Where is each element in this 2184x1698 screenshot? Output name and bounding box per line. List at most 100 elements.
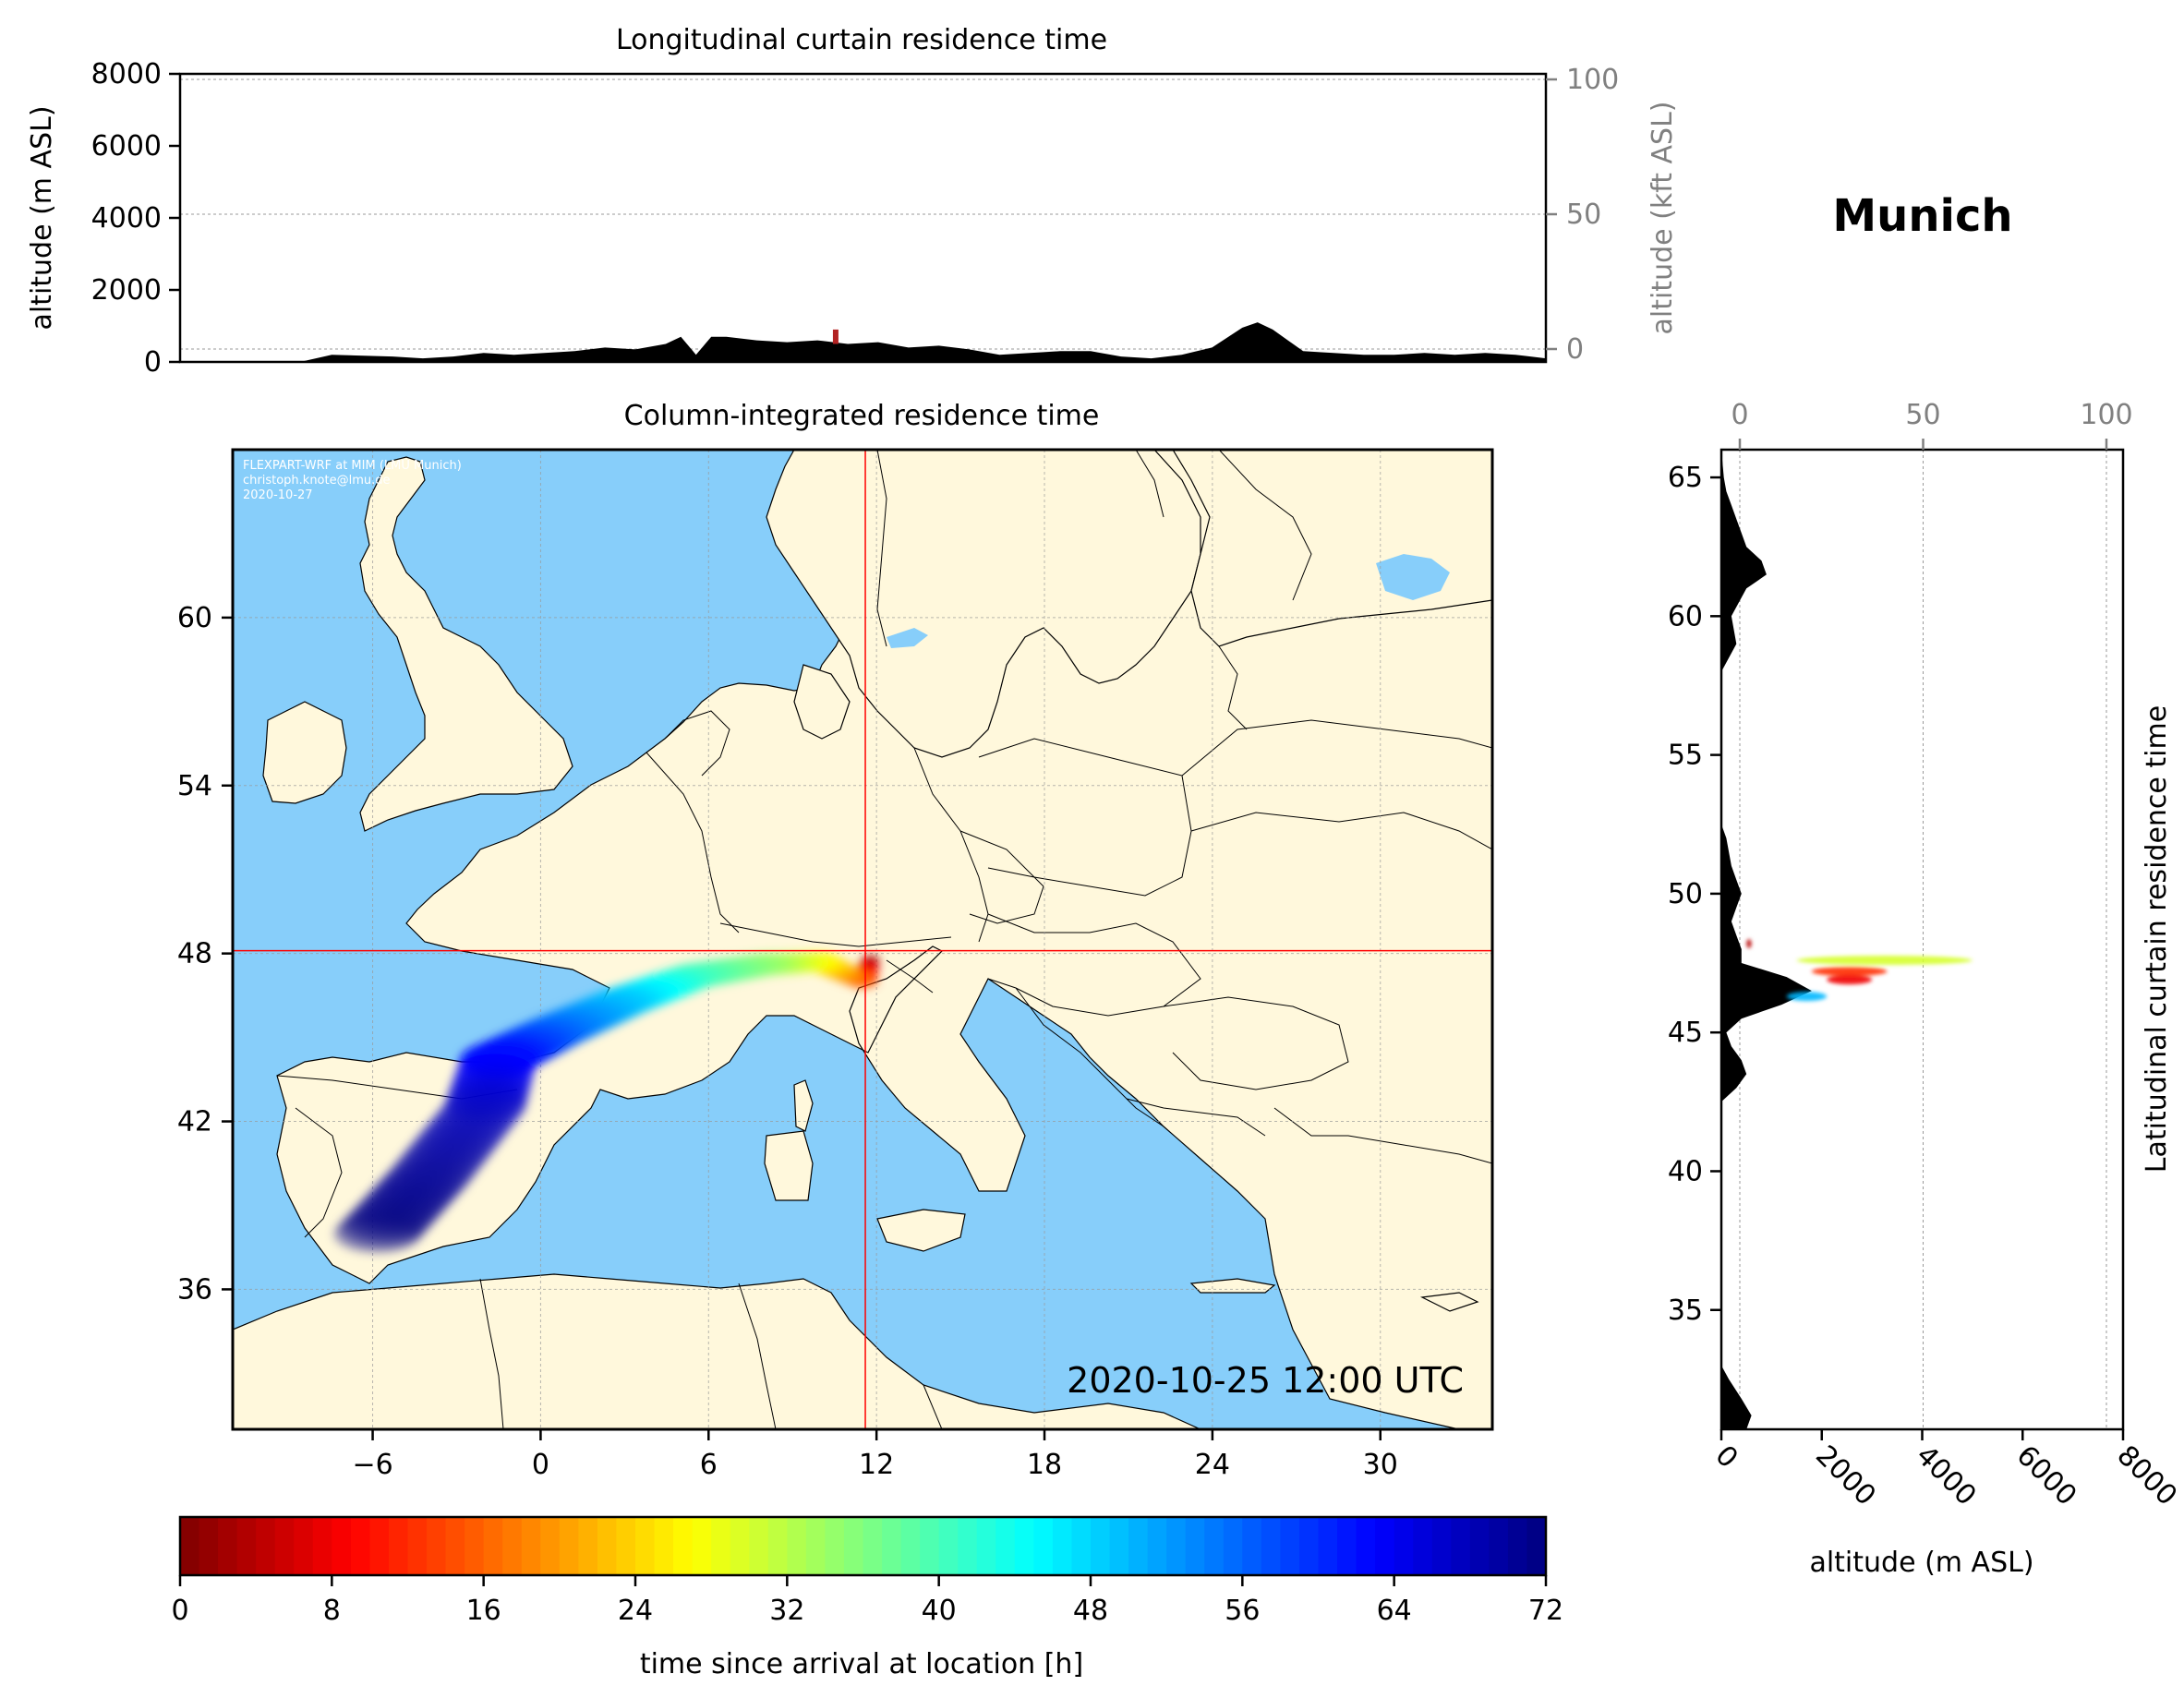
map-credit-line-1: FLEXPART-WRF at MIM (LMU Munich) bbox=[243, 459, 462, 473]
latitudinal-plumes bbox=[1746, 939, 1973, 1002]
latitudinal-frame bbox=[1719, 448, 2125, 1431]
colorbar-band bbox=[900, 1517, 921, 1575]
latitudinal-x-tick-label: 8000 bbox=[2110, 1439, 2183, 1512]
land-sicily bbox=[876, 1209, 966, 1252]
latitudinal-y-tick-label: 60 bbox=[1668, 600, 1703, 632]
latitudinal-plume bbox=[1786, 992, 1828, 1002]
colorbar-band bbox=[388, 1517, 409, 1575]
land-scandinavia bbox=[766, 450, 1201, 758]
latitudinal-x-tick-label: 6000 bbox=[2010, 1439, 2083, 1512]
colorbar-band bbox=[730, 1517, 750, 1575]
colorbar-band bbox=[673, 1517, 694, 1575]
colorbar-band bbox=[825, 1517, 845, 1575]
colorbar-ticks: 0 8 16 24 32 40 48 56 64 72 bbox=[171, 1575, 1563, 1627]
border-ukraine bbox=[1190, 812, 1492, 850]
colorbar-band bbox=[236, 1517, 257, 1575]
colorbar-band bbox=[427, 1517, 447, 1575]
colorbar: 0 8 16 24 32 40 48 56 64 72 time since arrival at… bbox=[171, 1515, 1563, 1680]
longitudinal-y-right-tick-label: 0 bbox=[1566, 333, 1584, 366]
receptor-crosshair bbox=[233, 450, 1492, 1429]
lake-vanern bbox=[887, 628, 928, 648]
lakes bbox=[887, 554, 1450, 648]
border-austria-hungary bbox=[987, 913, 1201, 1017]
colorbar-band bbox=[635, 1517, 656, 1575]
location-title: Munich bbox=[1832, 190, 2012, 242]
land-uk bbox=[359, 456, 573, 832]
colorbar-band bbox=[1431, 1517, 1452, 1575]
land-cyprus bbox=[1419, 1292, 1479, 1312]
border-italy-slovenia bbox=[886, 959, 934, 994]
colorbar-band bbox=[1318, 1517, 1338, 1575]
latitudinal-x-tick-label: 0 bbox=[1708, 1439, 1744, 1475]
border-spain-portugal bbox=[295, 1107, 343, 1238]
colorbar-band bbox=[369, 1517, 390, 1575]
longitudinal-y-tick-label: 0 bbox=[144, 346, 162, 379]
latitudinal-y-ticks: 35 40 45 50 55 60 65 bbox=[1668, 462, 1721, 1327]
longitudinal-y-ticks: 0 2000 4000 6000 8000 bbox=[91, 58, 180, 379]
colorbar-band bbox=[1337, 1517, 1357, 1575]
colorbar-band bbox=[407, 1517, 428, 1575]
latitudinal-plume bbox=[1827, 975, 1873, 985]
longitudinal-panel: Longitudinal curtain residence time 0 200… bbox=[26, 24, 1679, 379]
latitudinal-x-top-tick-label: 50 bbox=[1905, 399, 1940, 431]
colorbar-band bbox=[521, 1517, 541, 1575]
colorbar-band bbox=[767, 1517, 788, 1575]
colorbar-frame bbox=[178, 1515, 1548, 1577]
colorbar-band bbox=[654, 1517, 674, 1575]
colorbar-band bbox=[218, 1517, 238, 1575]
colorbar-band bbox=[483, 1517, 503, 1575]
colorbar-band bbox=[1091, 1517, 1111, 1575]
colorbar-band bbox=[882, 1517, 902, 1575]
longitudinal-y-tick-label: 8000 bbox=[91, 58, 162, 90]
colorbar-band bbox=[502, 1517, 523, 1575]
border-belarus bbox=[1181, 719, 1492, 777]
map-y-tick-label: 54 bbox=[177, 770, 212, 802]
map-x-tick-label: 24 bbox=[1195, 1449, 1230, 1481]
latitudinal-x-ticks: 0 2000 4000 6000 8000 bbox=[1708, 1429, 2183, 1512]
landmasses bbox=[233, 450, 1492, 1429]
colorbar-band bbox=[1223, 1517, 1243, 1575]
colorbar-tick-label: 16 bbox=[466, 1595, 501, 1627]
colorbar-band bbox=[711, 1517, 731, 1575]
latitudinal-y-tick-label: 50 bbox=[1668, 878, 1703, 910]
colorbar-band bbox=[1261, 1517, 1282, 1575]
latitudinal-y-tick-label: 40 bbox=[1668, 1155, 1703, 1187]
latitudinal-y-tick-label: 35 bbox=[1668, 1295, 1703, 1327]
colorbar-bands bbox=[180, 1517, 1547, 1575]
trajectory-plume bbox=[333, 952, 880, 1254]
map-y-tick-label: 48 bbox=[177, 938, 212, 970]
colorbar-band bbox=[1526, 1517, 1547, 1575]
latitudinal-x-ticks-top: 0 50 100 bbox=[1731, 399, 2133, 450]
latitudinal-y-tick-label: 55 bbox=[1668, 740, 1703, 772]
map-x-tick-label: 12 bbox=[859, 1449, 894, 1481]
lake-ladoga bbox=[1376, 554, 1450, 600]
colorbar-band bbox=[843, 1517, 864, 1575]
border-baltics bbox=[1218, 645, 1248, 730]
colorbar-band bbox=[1147, 1517, 1167, 1575]
colorbar-band bbox=[1014, 1517, 1034, 1575]
colorbar-band bbox=[805, 1517, 827, 1575]
latitudinal-plume bbox=[1811, 967, 1888, 977]
colorbar-label: time since arrival at location [h] bbox=[640, 1648, 1083, 1680]
colorbar-tick-label: 56 bbox=[1225, 1595, 1260, 1627]
latitudinal-terrain bbox=[1721, 450, 1812, 1429]
colorbar-band bbox=[692, 1517, 712, 1575]
longitudinal-y-ticks-right: 0 50 100 bbox=[1546, 64, 1619, 366]
colorbar-tick-label: 0 bbox=[171, 1595, 188, 1627]
colorbar-band bbox=[1356, 1517, 1376, 1575]
colorbar-band bbox=[312, 1517, 332, 1575]
colorbar-band bbox=[597, 1517, 618, 1575]
latitudinal-xlabel: altitude (m ASL) bbox=[1809, 1547, 2033, 1579]
land-denmark bbox=[793, 664, 851, 740]
longitudinal-y-tick-label: 2000 bbox=[91, 274, 162, 307]
map-panel: Column-integrated residence time bbox=[177, 400, 1494, 1481]
latitudinal-y-tick-label: 65 bbox=[1668, 462, 1703, 494]
land-sardinia bbox=[764, 1130, 814, 1201]
colorbar-band bbox=[1071, 1517, 1092, 1575]
map-x-tick-label: 0 bbox=[532, 1449, 549, 1481]
longitudinal-plume bbox=[832, 329, 839, 344]
colorbar-tick-label: 32 bbox=[769, 1595, 804, 1627]
longitudinal-terrain bbox=[180, 322, 1546, 362]
colorbar-band bbox=[274, 1517, 295, 1575]
longitudinal-title: Longitudinal curtain residence time bbox=[616, 24, 1107, 56]
